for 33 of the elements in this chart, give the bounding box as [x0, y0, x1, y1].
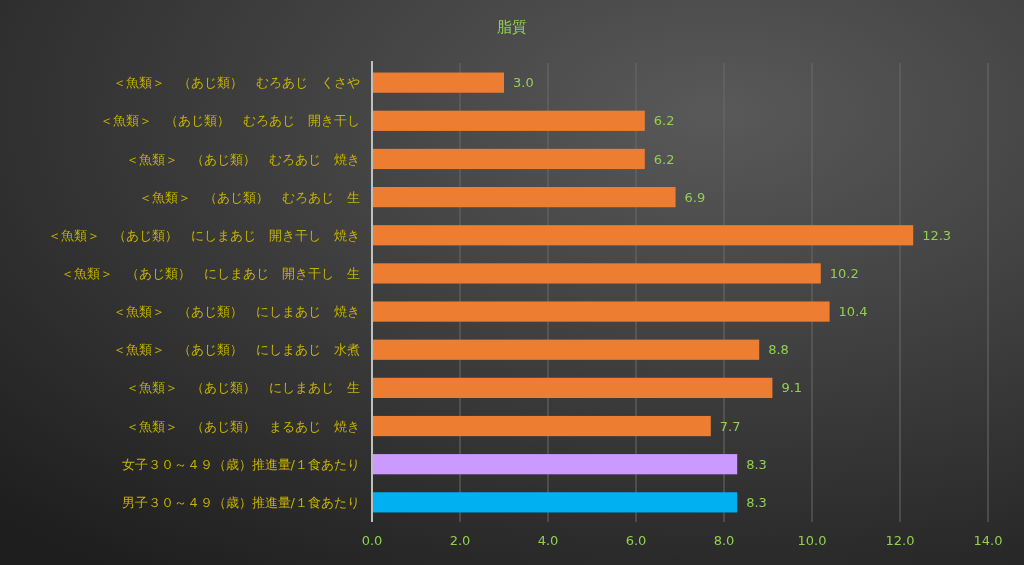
x-tick-label: 8.0	[713, 533, 735, 548]
x-tick-label: 6.0	[625, 533, 647, 548]
data-label: 6.2	[653, 113, 675, 129]
x-tick-label: 12.0	[885, 533, 915, 548]
y-tick-label: ＜魚類＞ （あじ類） にしまあじ 焼き	[113, 304, 360, 320]
x-tick-label: 2.0	[449, 533, 471, 548]
data-label: 9.1	[781, 380, 803, 396]
data-label: 10.2	[829, 265, 859, 281]
y-tick-label: ＜魚類＞ （あじ類） むろあじ 生	[139, 189, 360, 205]
data-label: 10.4	[838, 304, 868, 320]
x-tick-label: 14.0	[973, 533, 1003, 548]
data-label: 6.2	[653, 151, 675, 167]
y-tick-label: ＜魚類＞ （あじ類） にしまあじ 生	[126, 380, 360, 396]
y-tick-label: 女子３０～４９（歳）推進量/１食あたり	[121, 456, 360, 472]
chart-title: 脂質	[497, 18, 527, 36]
data-label: 7.7	[719, 418, 741, 434]
y-tick-label: ＜魚類＞ （あじ類） むろあじ 開き干し	[100, 113, 360, 129]
y-tick-label: ＜魚類＞ （あじ類） まるあじ 焼き	[126, 418, 360, 434]
data-label: 6.9	[684, 189, 706, 205]
data-label: 12.3	[922, 227, 952, 243]
y-tick-label: ＜魚類＞ （あじ類） むろあじ くさや	[113, 75, 360, 91]
data-label: 8.3	[746, 456, 767, 472]
data-label: 8.8	[768, 342, 789, 358]
data-label: 8.3	[746, 494, 767, 510]
y-tick-label: ＜魚類＞ （あじ類） にしまあじ 開き干し 生	[61, 265, 360, 281]
y-tick-label: ＜魚類＞ （あじ類） にしまあじ 水煮	[113, 342, 360, 358]
x-tick-label: 0.0	[361, 533, 383, 548]
y-tick-label: ＜魚類＞ （あじ類） むろあじ 焼き	[126, 151, 360, 167]
y-tick-label: ＜魚類＞ （あじ類） にしまあじ 開き干し 焼き	[48, 227, 360, 243]
data-label: 3.0	[513, 75, 534, 91]
y-tick-label: 男子３０～４９（歳）推進量/１食あたり	[121, 494, 360, 510]
x-tick-label: 10.0	[797, 533, 827, 548]
x-tick-label: 4.0	[537, 533, 559, 548]
